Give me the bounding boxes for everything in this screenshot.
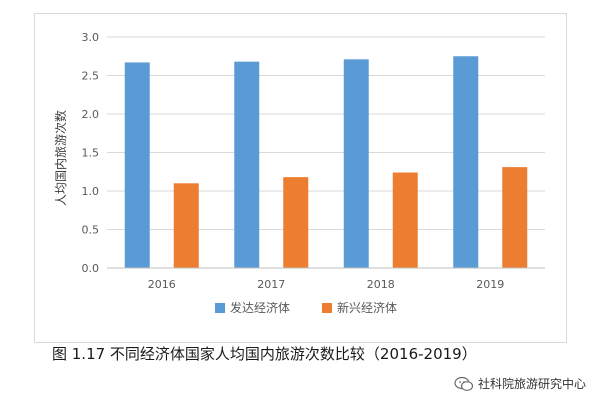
bar [343, 59, 369, 268]
figure-caption: 图 1.17 不同经济体国家人均国内旅游次数比较（2016-2019） [52, 345, 477, 363]
bar [234, 61, 260, 268]
wechat-icon [454, 376, 474, 391]
y-axis-ticks: 0.0 0.5 1.0 1.5 2.0 2.5 3.0 [82, 31, 100, 275]
legend: 发达经济体 新兴经济体 [215, 300, 397, 315]
chart-frame: 0.0 0.5 1.0 1.5 2.0 2.5 3.0 2016 2017 2018 2019 人… [34, 13, 567, 343]
y-tick-label: 2.5 [82, 70, 100, 83]
y-tick-label: 3.0 [82, 31, 100, 44]
bar-chart: 0.0 0.5 1.0 1.5 2.0 2.5 3.0 2016 2017 2018 2019 人… [53, 31, 545, 315]
bars [124, 56, 528, 268]
x-axis-ticks: 2016 2017 2018 2019 [148, 278, 505, 291]
bar [392, 172, 418, 268]
x-tick-label: 2019 [476, 278, 504, 291]
y-tick-label: 2.0 [82, 108, 100, 121]
y-tick-label: 1.5 [82, 147, 100, 160]
bar [502, 167, 528, 268]
y-tick-label: 1.0 [82, 185, 100, 198]
source-watermark: 社科院旅游研究中心 [454, 375, 586, 392]
y-axis-label: 人均国内旅游次数 [53, 110, 68, 206]
legend-swatch [215, 303, 225, 313]
x-tick-label: 2017 [257, 278, 285, 291]
x-tick-label: 2016 [148, 278, 176, 291]
x-tick-label: 2018 [367, 278, 395, 291]
bar [283, 177, 309, 268]
legend-swatch [322, 303, 332, 313]
bar [124, 62, 150, 268]
y-tick-label: 0.5 [82, 224, 100, 237]
legend-label: 发达经济体 [230, 300, 290, 315]
y-tick-label: 0.0 [82, 262, 100, 275]
bar [173, 183, 199, 268]
legend-label: 新兴经济体 [337, 300, 397, 315]
watermark-text: 社科院旅游研究中心 [477, 377, 586, 391]
bar [453, 56, 479, 268]
grid-lines [107, 36, 545, 230]
